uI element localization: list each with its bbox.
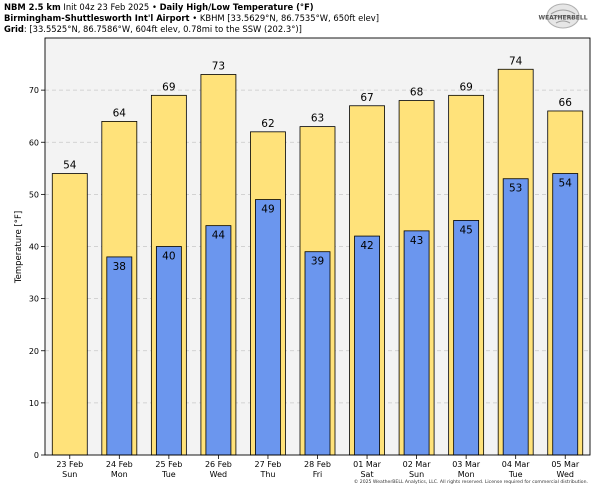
x-tick-label-date: 02 Mar [403,460,432,469]
y-tick-label: 50 [29,190,39,199]
x-tick-label-date: 24 Feb [106,460,133,469]
station-info: KBHM [33.5629°N, 86.7535°W, 650ft elev] [199,13,379,23]
data-labels: 54 64 38 69 40 73 44 62 49 63 39 67 42 68 43 69 45 74 53 66… [63,55,572,273]
weatherbell-logo: WEATHERBELL [538,3,588,29]
x-tick-label-day: Sun [409,470,424,479]
x-tick-label-day: Tue [161,470,176,479]
low-temp-label: 54 [559,178,573,190]
x-tick-label-date: 25 Feb [155,460,182,469]
low-temp-label: 53 [509,183,522,195]
low-temp-label: 45 [459,224,472,236]
bars [51,68,584,456]
product-title: Daily High/Low Temperature (°F) [159,2,314,12]
x-tick-label-date: 05 Mar [551,460,580,469]
y-tick-label: 30 [29,295,39,304]
x-tick-label-day: Mon [111,470,128,479]
low-temp-bar [453,220,480,456]
low-temp-bar [205,225,232,456]
low-temp-label: 40 [162,251,175,263]
x-tick-label-date: 03 Mar [452,460,481,469]
x-tick-label-day: Tue [508,470,523,479]
x-tick-label-day: Wed [557,470,574,479]
plot-frame [44,37,591,456]
low-temp-bar [502,178,529,456]
x-tick-label-date: 04 Mar [502,460,531,469]
chart-header-line-3: Grid: [33.5525°N, 86.7586°W, 604ft elev,… [4,24,302,34]
high-temp-label: 69 [162,81,175,93]
x-tick-label-date: 26 Feb [205,460,232,469]
low-temp-label: 43 [410,235,423,247]
high-temp-label: 73 [212,60,225,72]
y-tick-label: 60 [29,138,39,147]
y-tick-label: 70 [29,86,39,95]
high-temp-label: 69 [459,81,472,93]
init-time: Init 04z 23 Feb 2025 [63,2,150,12]
copyright-footer: © 2025 WeatherBELL Analytics, LLC. All r… [353,480,588,485]
low-temp-bar [155,246,182,456]
separator-dot: • [151,2,157,12]
low-temp-bar [106,256,133,456]
x-tick-label-date: 23 Feb [56,460,83,469]
low-temp-bar [354,235,380,456]
low-temp-bar [255,199,281,456]
logo-swirl-icon [546,3,580,29]
high-temp-label: 63 [311,113,324,125]
y-axis-label: Temperature [°F] [14,211,24,284]
high-temp-bar [51,173,88,456]
x-tick-label-date: 27 Feb [255,460,282,469]
chart-header-line-1: NBM 2.5 km Init 04z 23 Feb 2025 • Daily … [4,2,314,13]
y-tick-label: 20 [29,347,39,356]
grid-info: [33.5525°N, 86.7586°W, 604ft elev, 0.78m… [29,24,302,34]
x-tick-label-day: Mon [458,470,475,479]
x-tick-label-date: 28 Feb [304,460,331,469]
low-temp-label: 39 [311,256,324,268]
high-temp-label: 64 [113,107,127,119]
station-name: Birmingham-Shuttlesworth Int'l Airport [4,13,190,23]
x-tick-label-day: Sun [62,470,77,479]
low-temp-label: 49 [261,204,274,216]
x-tick-label-day: Fri [313,470,323,479]
high-temp-label: 67 [360,92,373,104]
high-temp-label: 68 [410,87,423,99]
grid-label: Grid [4,24,24,34]
logo-text: WEATHERBELL [538,15,587,22]
y-tick-label: 40 [29,243,39,252]
low-temp-label: 42 [360,240,373,252]
x-tick-label-day: Wed [210,470,227,479]
high-temp-label: 62 [261,118,274,130]
low-temp-bar [552,173,579,456]
separator-dot: • [192,13,198,23]
low-temp-label: 44 [212,230,226,242]
x-tick-label-date: 01 Mar [353,460,382,469]
chart-header-line-2: Birmingham-Shuttlesworth Int'l Airport •… [4,13,379,24]
high-temp-label: 74 [509,55,523,67]
y-tick-label: 0 [34,451,39,460]
low-temp-bar [403,230,430,456]
model-name: NBM 2.5 km [4,2,61,12]
high-temp-label: 54 [63,160,77,172]
x-tick-label-day: Thu [259,470,275,479]
low-temp-bar [304,251,331,456]
x-tick-label-day: Sat [360,470,373,479]
y-tick-label: 10 [29,399,39,408]
low-temp-label: 38 [113,261,126,273]
high-temp-label: 66 [559,97,573,109]
